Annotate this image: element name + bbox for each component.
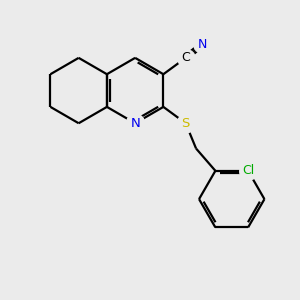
Text: N: N bbox=[130, 117, 140, 130]
Text: Cl: Cl bbox=[242, 164, 254, 177]
Text: S: S bbox=[182, 117, 190, 130]
Text: N: N bbox=[197, 38, 207, 51]
Text: C: C bbox=[181, 51, 190, 64]
